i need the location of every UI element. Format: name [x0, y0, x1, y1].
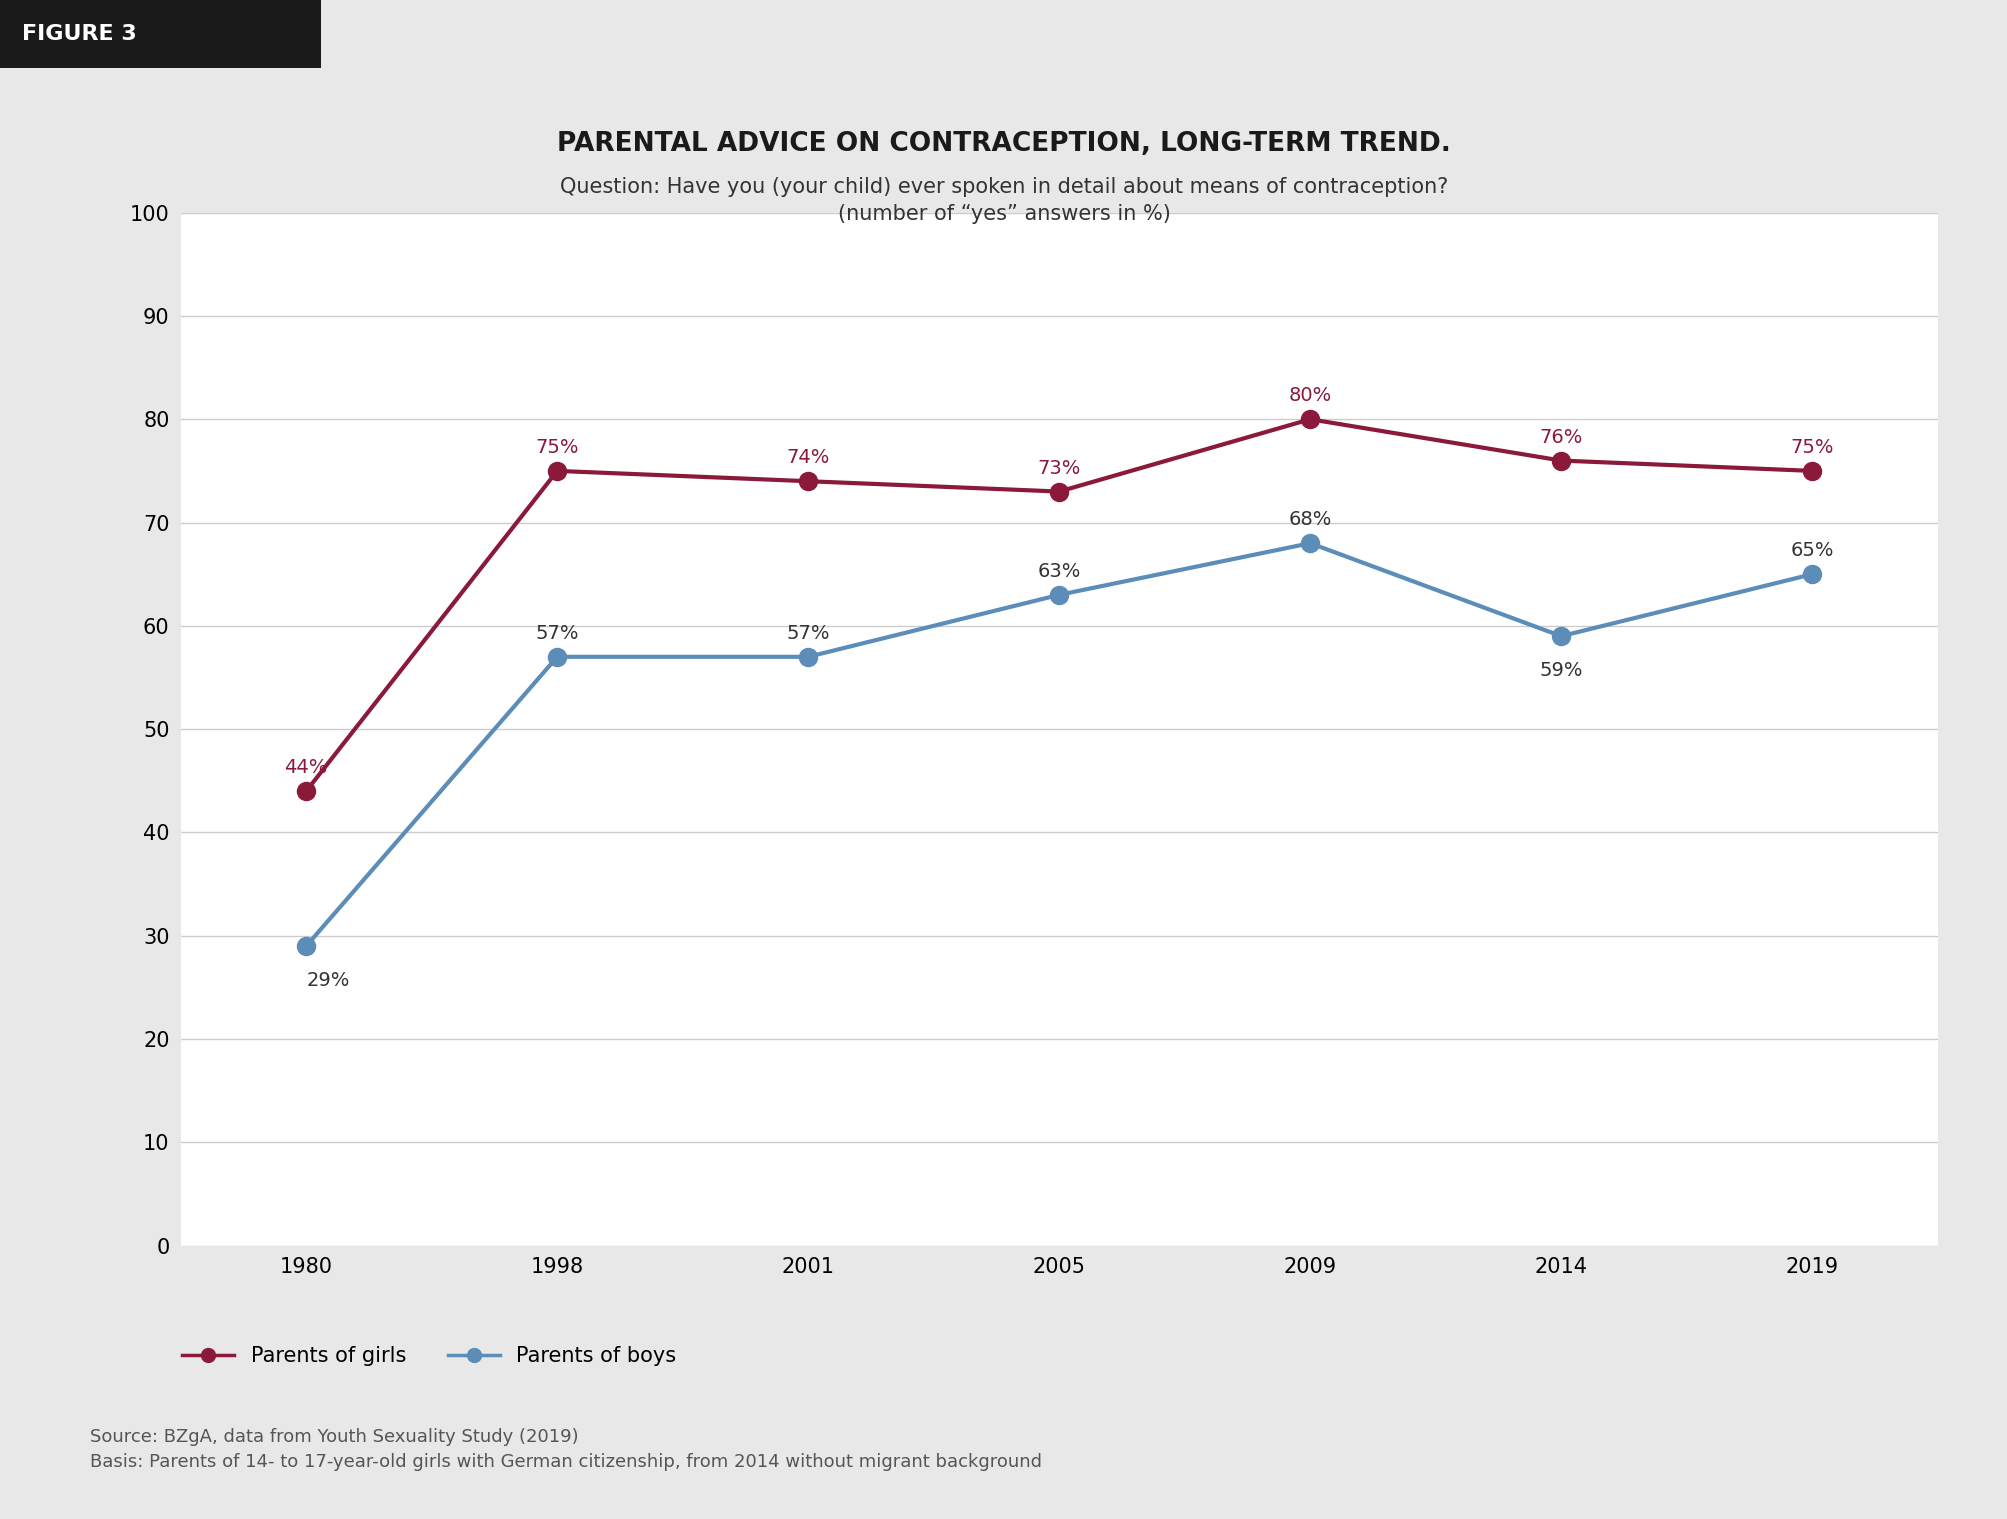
Text: Source: BZgA, data from Youth Sexuality Study (2019)
Basis: Parents of 14- to 17: Source: BZgA, data from Youth Sexuality … — [90, 1428, 1042, 1470]
Text: PARENTAL ADVICE ON CONTRACEPTION, LONG-TERM TREND.: PARENTAL ADVICE ON CONTRACEPTION, LONG-T… — [556, 131, 1451, 158]
Text: 80%: 80% — [1288, 386, 1331, 406]
Text: 75%: 75% — [1790, 437, 1832, 457]
Text: 76%: 76% — [1539, 428, 1582, 447]
Text: 44%: 44% — [285, 758, 327, 778]
Text: 65%: 65% — [1790, 541, 1832, 561]
Text: 59%: 59% — [1539, 661, 1582, 681]
Text: FIGURE 3: FIGURE 3 — [22, 24, 136, 44]
Text: 63%: 63% — [1038, 562, 1080, 580]
Text: 29%: 29% — [305, 971, 349, 990]
Text: 57%: 57% — [536, 624, 578, 643]
Text: 75%: 75% — [536, 437, 578, 457]
Text: 73%: 73% — [1038, 459, 1080, 477]
Text: 74%: 74% — [787, 448, 829, 468]
Legend: Parents of girls, Parents of boys: Parents of girls, Parents of boys — [173, 1338, 684, 1375]
Text: 57%: 57% — [787, 624, 829, 643]
Text: 68%: 68% — [1288, 510, 1331, 529]
Text: Question: Have you (your child) ever spoken in detail about means of contracepti: Question: Have you (your child) ever spo… — [560, 178, 1447, 223]
